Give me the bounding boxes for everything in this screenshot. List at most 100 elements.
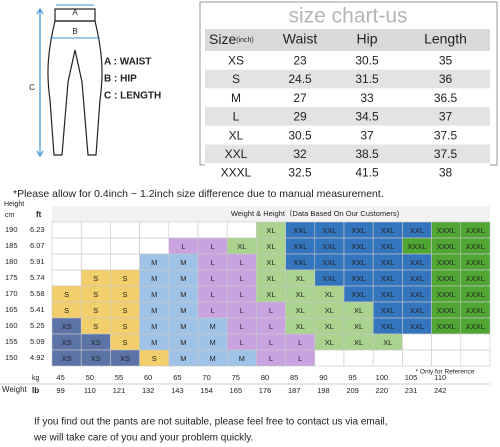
grid-cell-size: XXL [381,306,395,315]
grid-cell-size: XXL [381,242,395,251]
weight-lb: 99 [56,386,64,395]
weight-kg: 100 [376,373,389,382]
height-ft: 5.74 [30,273,45,282]
table-row [205,125,490,145]
weight-lb: 209 [346,386,359,395]
grid-cell [51,237,82,255]
grid-cell-size: S [64,290,69,299]
height-label: Height [4,201,24,208]
grid-cell-size: L [298,338,302,347]
grid-cell-size: XXXL [466,242,485,251]
grid-cell [51,269,82,287]
grid-cell-size: XL [325,306,334,315]
grid-cell-size: L [240,290,244,299]
grid-cell-size: L [211,290,215,299]
grid-cell-size: L [181,242,185,251]
reference-note: * Only for Reference [416,369,475,376]
table-cell: 36.5 [434,91,458,105]
grid-cell-size: S [122,290,127,299]
grid-cell-size: XXXL [437,274,456,283]
grid-cell [110,237,140,255]
table-header-cell: Length [424,31,467,47]
header-size-text: Size [209,31,236,47]
grid-cell-size: XL [325,338,334,347]
grid-cell [314,349,345,367]
height-ft: 5.41 [30,305,45,314]
table-cell: 38.5 [355,147,379,161]
weight-lb: 242 [434,386,447,395]
grid-cell-size: L [269,354,273,363]
kg-label: kg [32,375,40,382]
grid-cell-size: S [122,322,127,331]
weight-lb: 165 [230,386,243,395]
height-ft: 5.58 [30,289,45,298]
table-cell: XL [229,128,244,142]
grid-cell-size: XXL [381,322,395,331]
table-cell: 27 [293,91,307,105]
header-unit-text: (inch) [236,37,254,44]
grid-cell-size: XXL [410,258,424,267]
table-header-cell: Hip [356,31,377,47]
grid-cell-size: M [151,306,157,315]
table-cell: L [233,110,240,124]
grid-cell-size: XL [296,322,305,331]
table-cell: 37 [360,128,374,142]
cm-label: cm [5,212,15,219]
grid-cell-size: XL [266,290,275,299]
grid-cell-size: M [151,290,157,299]
grid-cell [110,253,140,271]
table-title: size chart-us [288,5,407,28]
grid-cell-size: XXL [410,226,424,235]
grid-cell-size: XL [325,322,334,331]
grid-cell [226,221,257,239]
weight-kg: 60 [144,373,152,382]
table-header-row [205,29,490,51]
grid-cell-size: XXXL [437,226,456,235]
grid-cell-size: M [209,322,215,331]
height-cm: 180 [5,257,18,266]
grid-cell [139,221,170,239]
grid-cell-size: XXXL [437,290,456,299]
grid-cell-size: M [209,338,215,347]
grid-cell-size: XXL [381,226,395,235]
weight-kg: 85 [290,373,298,382]
grid-cell-size: XL [354,322,363,331]
height-cm: 190 [5,225,18,234]
footer-line: If you find out the pants are not suitab… [34,417,388,428]
grid-cell-size: XXL [322,274,336,283]
height-cm: 170 [5,289,18,298]
grid-cell-size: S [93,274,98,283]
grid-cell [168,221,199,239]
diagram-label: B : HIP [104,74,137,85]
length-arrow-heads [36,7,44,158]
weight-lb: 198 [317,386,330,395]
table-cell: 35 [439,54,453,68]
grid-cell [343,349,374,367]
height-ft: 5.91 [30,257,45,266]
grid-cell-size: L [211,274,215,283]
table-cell: 29 [293,110,307,124]
grid-cell-size: XS [91,354,101,363]
grid-cell [372,349,403,367]
grid-cell-size: L [298,354,302,363]
weight-lb: 121 [113,386,126,395]
grid-cell-size: XXL [352,258,366,267]
weight-kg: 80 [261,373,269,382]
height-cm: 185 [5,241,18,250]
grid-cell-size: XL [296,290,305,299]
grid-cell-size: XXXL [437,306,456,315]
grid-cell-size: M [239,354,245,363]
table-row [205,163,490,182]
grid-cell-size: XXL [410,290,424,299]
table-cell: 38 [439,166,453,180]
grid-cell-size: XXL [381,274,395,283]
grid-cell-size: L [240,258,244,267]
height-cm: 155 [5,337,18,346]
grid-cell-size: L [240,338,244,347]
height-ft: 4.92 [30,353,45,362]
weight-kg: 50 [86,373,94,382]
weight-kg: 110 [434,373,446,382]
grid-cell-size: XXL [293,226,307,235]
grid-cell-size: XL [266,242,275,251]
